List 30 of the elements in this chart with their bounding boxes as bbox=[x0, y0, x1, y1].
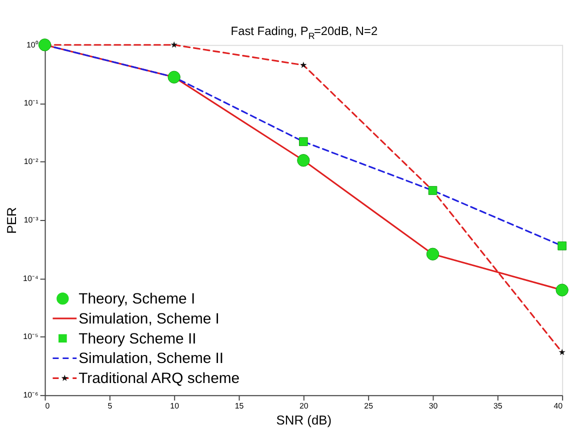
y-tick-label: 10⁻⁴ bbox=[23, 274, 39, 283]
x-tick-label: 40 bbox=[554, 402, 564, 411]
x-tick-label: 15 bbox=[234, 402, 244, 411]
point bbox=[168, 70, 180, 84]
y-tick-label: 10⁻⁵ bbox=[23, 332, 38, 342]
point bbox=[558, 241, 566, 250]
y-axis-title: PER bbox=[4, 207, 20, 234]
point bbox=[38, 38, 52, 52]
x-tick-label: 0 bbox=[45, 402, 50, 411]
y-tick-label: 10⁻² bbox=[24, 157, 39, 166]
legend-label: Simulation, Scheme I bbox=[78, 310, 220, 328]
point bbox=[556, 284, 568, 296]
x-tick-label: 35 bbox=[493, 402, 503, 411]
legend-label: Traditional ARQ scheme bbox=[78, 370, 240, 388]
legend-label: Theory Scheme II bbox=[78, 330, 196, 348]
x-tick-label: 5 bbox=[108, 402, 113, 411]
x-tick-label: 30 bbox=[428, 402, 438, 411]
y-tick-label: 10⁻³ bbox=[24, 215, 39, 224]
x-tick-label: 20 bbox=[300, 402, 309, 411]
x-axis-title: SNR (dB) bbox=[276, 412, 332, 428]
point bbox=[426, 248, 440, 260]
legend-label: Simulation, Scheme II bbox=[78, 350, 224, 368]
y-tick-label: 10⁻⁶ bbox=[23, 390, 38, 400]
legend-label: Theory, Scheme I bbox=[78, 290, 196, 308]
x-tick-label: 10 bbox=[170, 402, 180, 411]
y-tick-label: 10⁻¹ bbox=[24, 98, 39, 108]
y-tick-label: 10⁰ bbox=[26, 40, 38, 50]
point bbox=[299, 137, 308, 146]
point bbox=[297, 154, 310, 167]
x-tick-label: 25 bbox=[364, 402, 374, 411]
